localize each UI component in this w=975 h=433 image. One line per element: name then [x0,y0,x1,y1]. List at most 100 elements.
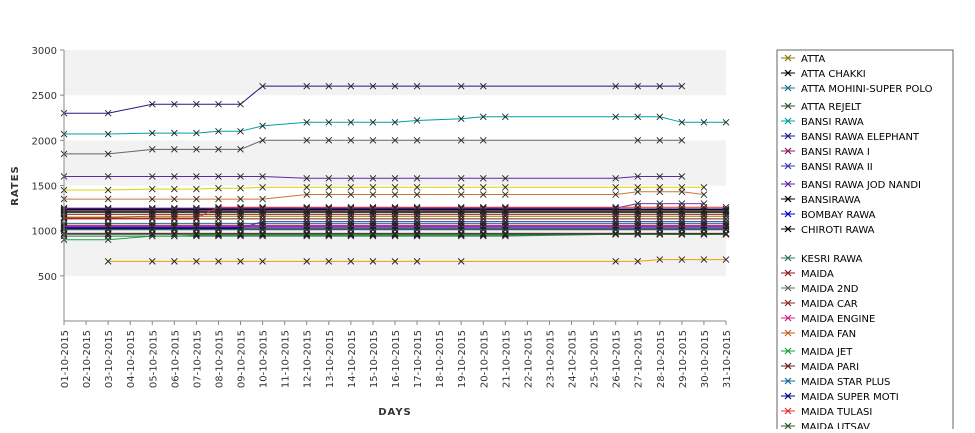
series-group [60,113,730,138]
legend-item: MAIDA 2ND [781,284,859,295]
legend-marker [784,84,792,92]
legend: ATTA ATTA CHAKKI ATTA MOHINI-SUPER POLO ATT… [776,49,954,433]
data-point [391,204,399,212]
data-point [148,214,156,222]
x-tick-label: 23-10-2015 [545,330,556,388]
series-group [60,223,730,231]
data-point [722,206,730,214]
data-point [259,183,266,191]
data-point [391,191,399,198]
x-tick-label: 22-10-2015 [523,330,534,388]
data-point [303,204,311,212]
data-point [413,137,421,144]
data-point [148,230,156,238]
legend-marker [784,210,792,218]
y-tick-label: 2000 [32,136,57,147]
data-point [347,204,355,212]
data-point [612,174,619,182]
x-tick-label: 31-10-2015 [722,330,733,388]
data-point [656,223,664,231]
data-point [171,100,178,108]
legend-item: ATTA CHAKKI [781,69,866,80]
data-point [413,82,421,90]
data-point [457,137,465,144]
data-point [678,82,686,90]
data-point [193,258,200,265]
legend-item: BANSI RAWA [781,117,864,128]
data-point [700,200,708,207]
data-point [391,230,399,238]
legend-item: CHIROTI RAWA [781,225,875,236]
data-point [104,109,112,117]
legend-label: BANSI RAWA ELEPHANT [801,132,920,143]
data-point [215,230,222,238]
legend-marker [784,147,792,155]
data-point [656,206,664,214]
data-point [171,223,178,231]
data-point [612,230,619,238]
x-tick-label: 27-10-2015 [634,330,645,388]
data-point [612,204,619,212]
x-tick-label: 21-10-2015 [501,330,512,388]
legend-label: CHIROTI RAWA [801,225,875,236]
data-point [347,230,355,238]
data-point [369,204,377,212]
data-point [722,118,730,126]
data-point [457,174,465,182]
legend-item: MAIDA ENGINE [781,314,875,325]
data-point [148,173,156,180]
data-point [171,173,178,180]
data-point [104,230,112,238]
data-point [259,223,266,231]
data-point [259,230,266,238]
data-point [171,195,178,203]
data-point [259,203,266,211]
legend-label: MAIDA 2ND [801,284,859,295]
data-point [237,184,244,192]
data-point [502,223,509,231]
data-point [193,185,200,193]
data-point [612,258,619,265]
legend-marker [784,54,792,62]
legend-label: MAIDA [801,269,834,280]
x-axis-ticks: 01-10-2015 02-10-2015 03-10-2015 04-10-2015… [60,321,733,388]
data-point [193,173,200,180]
data-point [634,188,642,196]
legend-marker [784,117,792,125]
legend-label: BOMBAY RAWA [801,210,876,221]
data-point [391,118,399,126]
legend-label: BANSIRAWA [801,195,861,206]
data-point [479,230,487,238]
legend-item: MAIDA PARI [781,362,859,373]
legend-item: MAIDA TULASI [781,407,872,418]
data-point [347,82,355,90]
data-point [656,137,664,144]
data-point [369,174,377,182]
data-point [303,230,311,238]
data-point [413,230,421,238]
data-point [303,191,311,198]
legend-item: ATTA [781,54,825,65]
data-point [303,174,311,182]
data-point [479,174,487,182]
x-tick-label: 09-10-2015 [237,330,248,388]
legend-marker [784,407,792,415]
data-point [656,173,664,180]
x-tick-label: 12-10-2015 [303,330,314,388]
data-point [148,185,156,193]
data-point [259,82,266,90]
data-point [171,185,178,193]
data-point [634,113,642,121]
plot-background [64,50,726,321]
data-point [457,82,465,90]
data-point [413,223,421,231]
data-point [259,258,266,265]
data-point [148,100,156,108]
grid-band [64,230,726,276]
series-group [60,203,730,222]
legend-item: MAIDA FAN [781,329,856,340]
data-point [171,146,178,153]
legend-marker [784,254,792,262]
legend-marker [784,347,792,355]
